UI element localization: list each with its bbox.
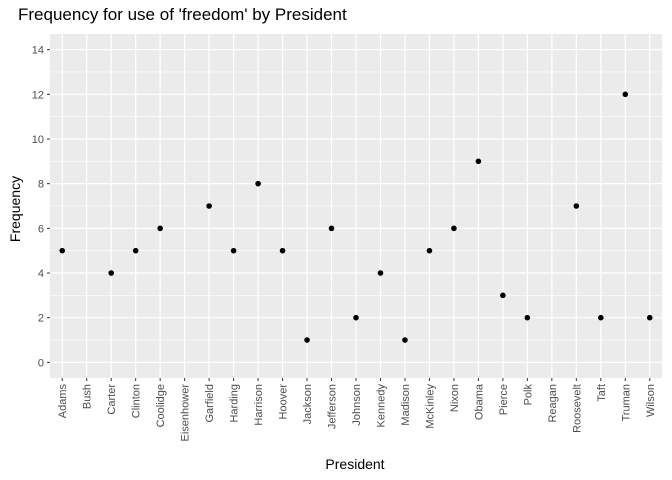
data-point xyxy=(402,337,408,343)
y-tick-label: 14 xyxy=(32,45,44,57)
x-tick-label: Harding xyxy=(229,384,241,423)
x-tick-label: Coolidge xyxy=(155,384,167,427)
data-point xyxy=(255,180,261,187)
x-tick-label: Johnson xyxy=(351,384,363,426)
y-tick-label: 8 xyxy=(38,179,44,191)
x-tick-label: Hoover xyxy=(278,384,290,420)
x-tick-label: Madison xyxy=(400,384,412,426)
y-tick-label: 4 xyxy=(38,268,44,280)
x-tick-label: Polk xyxy=(522,384,534,406)
data-point xyxy=(353,314,359,321)
x-axis-label: President xyxy=(325,456,384,472)
chart-title: Frequency for use of 'freedom' by Presid… xyxy=(18,5,347,24)
x-tick-label: Carter xyxy=(106,384,118,415)
data-point xyxy=(475,158,482,165)
x-tick-label: Bush xyxy=(82,384,94,409)
y-axis-label: Frequency xyxy=(7,176,23,242)
x-tick-label: Garfield xyxy=(204,384,216,423)
x-tick-label: Pierce xyxy=(498,384,510,415)
data-point xyxy=(524,314,531,321)
data-point xyxy=(59,247,66,254)
x-tick-label: Clinton xyxy=(131,384,143,418)
y-axis: 0 2 4 6 8 10 12 14 xyxy=(32,45,50,369)
x-tick-label: Roosevelt xyxy=(571,384,583,433)
y-tick-label: 2 xyxy=(38,313,44,325)
x-tick-label: Obama xyxy=(473,383,485,420)
grid-major-lines xyxy=(50,34,662,378)
x-tick-label: Jefferson xyxy=(327,384,339,429)
data-point xyxy=(132,247,139,254)
x-tick-label: Harrison xyxy=(253,384,265,426)
x-tick-label: Truman xyxy=(620,384,632,422)
x-tick-label: Nixon xyxy=(449,384,461,412)
y-tick-label: 10 xyxy=(32,134,44,146)
y-tick-label: 12 xyxy=(32,89,44,101)
x-tick-label: Adams xyxy=(57,384,69,419)
data-point xyxy=(622,91,629,98)
data-point xyxy=(573,203,580,209)
data-point xyxy=(328,225,335,232)
data-point xyxy=(157,225,163,232)
data-point xyxy=(426,247,433,254)
x-tick-label: Reagan xyxy=(547,384,559,423)
x-tick-label: Wilson xyxy=(645,384,657,417)
data-point xyxy=(500,292,506,299)
data-point xyxy=(108,270,114,276)
data-point xyxy=(279,247,286,254)
data-point xyxy=(598,314,604,321)
data-point xyxy=(451,225,457,232)
data-points xyxy=(59,91,653,343)
data-point xyxy=(646,314,653,321)
data-point xyxy=(304,337,310,343)
x-tick-label: Taft xyxy=(596,384,608,402)
x-tick-label: Kennedy xyxy=(375,384,387,428)
data-point xyxy=(230,247,237,254)
x-tick-label: Jackson xyxy=(302,384,314,424)
x-axis: Adams Bush Carter Clinton Coolidge Eisenhower… xyxy=(57,378,657,441)
x-tick-label: McKinley xyxy=(424,384,436,429)
x-tick-label: Eisenhower xyxy=(180,384,192,442)
data-point xyxy=(206,203,212,209)
y-tick-label: 0 xyxy=(38,357,44,369)
y-tick-label: 6 xyxy=(38,223,44,235)
data-point xyxy=(377,270,384,276)
